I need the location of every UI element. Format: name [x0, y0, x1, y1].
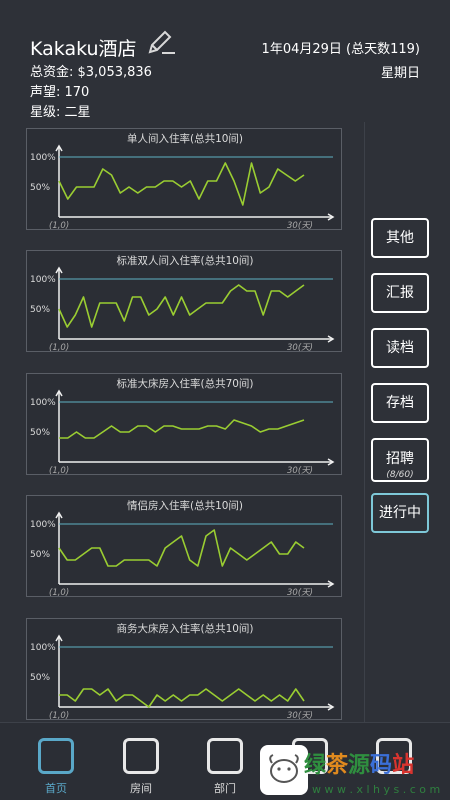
- x-end-label: 30(天): [287, 711, 313, 721]
- tab-home-label: 首页: [45, 782, 67, 795]
- game-date: 1年04月29日 (总天数119): [261, 42, 420, 57]
- tab-rooms[interactable]: 房间: [121, 738, 161, 796]
- y-tick-label: 100%: [30, 275, 56, 285]
- running-button[interactable]: 进行中: [371, 493, 429, 533]
- x-start-label: (1,0): [49, 711, 69, 721]
- x-axis-arrow: [327, 703, 335, 711]
- y-axis-arrow: [55, 389, 63, 397]
- x-start-label: (1,0): [49, 221, 69, 231]
- watermark-logo-icon: [260, 745, 308, 795]
- weekday: 星期日: [380, 66, 420, 81]
- x-start-label: (1,0): [49, 588, 69, 598]
- occupancy-chart-double: 标准双人间入住率(总共10间) 100% 50% (1,0) 30(天): [26, 250, 342, 353]
- hire-label: 招聘: [386, 451, 414, 467]
- y-tick-label: 50%: [30, 183, 50, 193]
- rooms-icon: [123, 738, 159, 774]
- hotel-name: Kakaku酒店: [30, 38, 137, 60]
- reputation: 声望: 170: [30, 85, 90, 100]
- tab-5[interactable]: [374, 738, 414, 774]
- chart-title: 情侣房入住率(总共10间): [127, 499, 243, 512]
- watermark-title: 绿茶源码站: [304, 753, 415, 778]
- x-end-label: 30(天): [287, 221, 313, 231]
- x-axis-arrow: [327, 580, 335, 588]
- hire-count: (8/60): [386, 470, 414, 480]
- y-axis-arrow: [55, 511, 63, 519]
- y-tick-label: 50%: [30, 428, 50, 438]
- occupancy-series-line: [58, 162, 305, 206]
- watermark-url: w w w . x l h y s . c o m: [312, 783, 441, 796]
- y-tick-label: 50%: [30, 673, 50, 683]
- occupancy-chart-list[interactable]: 单人间入住率(总共10间) 100% 50% (1,0) 30(天) 标准双人间入住率(…: [0, 122, 365, 722]
- bottom-nav: 首页 房间 部门: [0, 722, 450, 800]
- occupancy-series-line: [59, 688, 305, 708]
- x-start-label: (1,0): [49, 466, 69, 476]
- load-button[interactable]: 读档: [371, 328, 429, 368]
- departments-icon: [207, 738, 243, 774]
- report-button[interactable]: 汇报: [371, 273, 429, 313]
- y-axis-arrow: [55, 144, 63, 152]
- x-start-label: (1,0): [49, 343, 69, 353]
- y-axis-arrow: [55, 266, 63, 274]
- y-axis-arrow: [55, 634, 63, 642]
- tab-rooms-label: 房间: [130, 782, 152, 795]
- watermark: 绿茶源码站 w w w . x l h y s . c o m: [258, 745, 450, 800]
- x-axis-arrow: [327, 458, 335, 466]
- x-end-label: 30(天): [287, 588, 313, 598]
- occupancy-series-line: [58, 284, 305, 328]
- occupancy-series-line: [58, 529, 305, 567]
- home-icon: [38, 738, 74, 774]
- star-rating: 星级: 二星: [30, 105, 91, 120]
- x-axis-arrow: [327, 335, 335, 343]
- occupancy-chart-queen: 标准大床房入住率(总共70间) 100% 50% (1,0) 30(天): [26, 373, 342, 476]
- chart-title: 标准大床房入住率(总共70间): [116, 377, 253, 390]
- hotel-header: Kakaku酒店 1年04月29日 (总天数119) 星期日 总资金: $3,0…: [0, 0, 450, 122]
- y-tick-label: 100%: [30, 153, 56, 163]
- tab-home[interactable]: 首页: [36, 738, 76, 796]
- hire-button[interactable]: 招聘 (8/60): [371, 438, 429, 482]
- x-end-label: 30(天): [287, 343, 313, 353]
- occupancy-series-line: [59, 419, 305, 439]
- y-tick-label: 100%: [30, 520, 56, 530]
- chart-title: 商务大床房入住率(总共10间): [116, 622, 253, 635]
- x-axis-arrow: [327, 213, 335, 221]
- other-button[interactable]: 其他: [371, 218, 429, 258]
- occupancy-chart-single: 单人间入住率(总共10间) 100% 50% (1,0) 30(天): [26, 128, 342, 231]
- chart-title: 标准双人间入住率(总共10间): [116, 254, 253, 267]
- y-tick-label: 100%: [30, 643, 56, 653]
- chart-title: 单人间入住率(总共10间): [127, 132, 243, 145]
- y-tick-label: 50%: [30, 550, 50, 560]
- x-end-label: 30(天): [287, 466, 313, 476]
- occupancy-chart-business: 商务大床房入住率(总共10间) 100% 50% (1,0) 30(天): [26, 618, 342, 721]
- edit-pencil-icon[interactable]: [146, 28, 176, 56]
- tab-departments[interactable]: 部门: [205, 738, 245, 796]
- y-tick-label: 50%: [30, 305, 50, 315]
- total-funds: 总资金: $3,053,836: [30, 65, 152, 80]
- tab-5-icon: [376, 738, 412, 774]
- y-tick-label: 100%: [30, 398, 56, 408]
- tab-departments-label: 部门: [214, 782, 236, 795]
- save-button[interactable]: 存档: [371, 383, 429, 423]
- occupancy-chart-couple: 情侣房入住率(总共10间) 100% 50% (1,0) 30(天): [26, 495, 342, 598]
